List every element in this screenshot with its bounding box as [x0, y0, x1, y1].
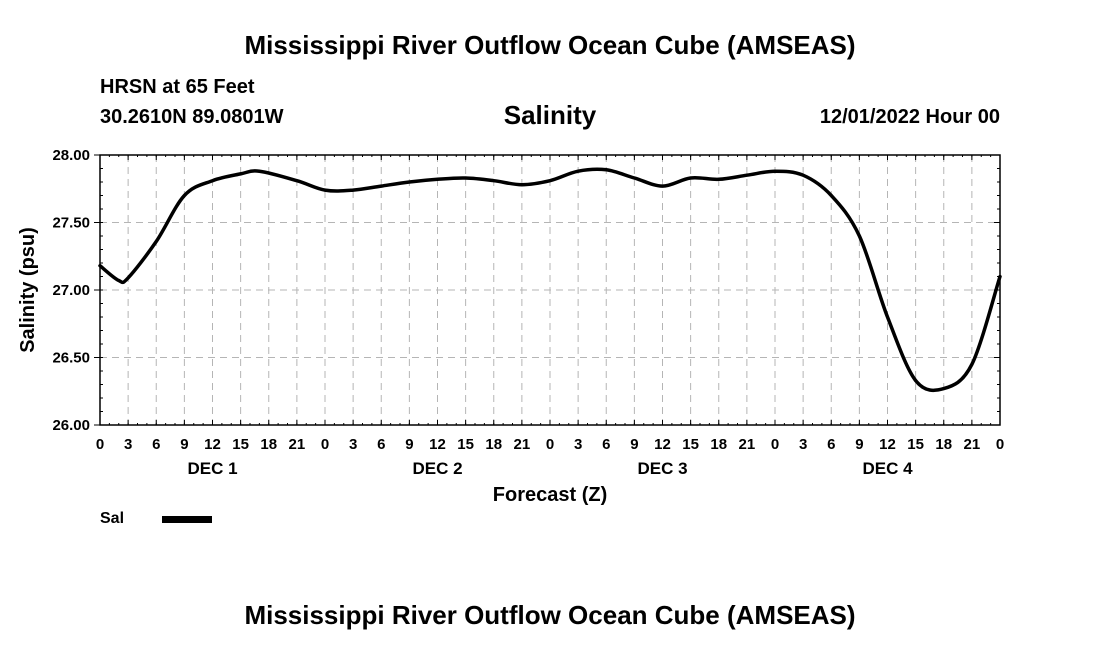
- y-axis-title: Salinity (psu): [17, 227, 39, 353]
- x-tick-label: 12: [879, 436, 896, 453]
- x-tick-label: 9: [855, 436, 863, 453]
- station-label: HRSN at 65 Feet: [100, 76, 255, 98]
- x-tick-label: 6: [152, 436, 160, 453]
- x-tick-label: 15: [907, 436, 924, 453]
- x-tick-label: 3: [799, 436, 807, 453]
- x-tick-label: 6: [377, 436, 385, 453]
- x-tick-label: 9: [405, 436, 413, 453]
- x-tick-label: 0: [996, 436, 1004, 453]
- x-tick-label: 3: [574, 436, 582, 453]
- x-tick-label: 21: [289, 436, 306, 453]
- page-title: Mississippi River Outflow Ocean Cube (AM…: [244, 30, 856, 60]
- x-tick-label: 9: [630, 436, 638, 453]
- x-tick-label: 21: [739, 436, 756, 453]
- salinity-series-line: [98, 167, 1002, 393]
- legend-line-swatch: [162, 516, 212, 523]
- x-tick-label: 12: [204, 436, 221, 453]
- x-tick-label: 15: [232, 436, 249, 453]
- datetime-label: 12/01/2022 Hour 00: [819, 106, 1000, 128]
- day-label: DEC 3: [637, 459, 687, 478]
- day-label: DEC 4: [862, 459, 913, 478]
- x-tick-label: 0: [771, 436, 779, 453]
- x-tick-label: 3: [349, 436, 357, 453]
- x-tick-label: 18: [485, 436, 502, 453]
- legend-label: Sal: [100, 510, 125, 527]
- x-tick-label: 3: [124, 436, 132, 453]
- coordinates-label: 30.2610N 89.0801W: [100, 106, 284, 128]
- y-tick-label: 26.00: [52, 417, 90, 434]
- x-tick-label: 0: [96, 436, 104, 453]
- y-tick-label: 28.00: [52, 147, 90, 164]
- x-tick-label: 21: [514, 436, 531, 453]
- chart-title: Salinity: [503, 100, 597, 130]
- day-label: DEC 1: [187, 459, 237, 478]
- x-tick-label: 0: [321, 436, 329, 453]
- x-tick-label: 15: [457, 436, 474, 453]
- x-tick-label: 15: [682, 436, 699, 453]
- x-tick-label: 18: [710, 436, 727, 453]
- day-label: DEC 2: [412, 459, 462, 478]
- x-tick-label: 6: [827, 436, 835, 453]
- x-tick-label: 18: [935, 436, 952, 453]
- x-tick-label: 0: [546, 436, 554, 453]
- y-tick-label: 26.50: [52, 350, 90, 367]
- x-tick-label: 9: [180, 436, 188, 453]
- x-tick-label: 18: [260, 436, 277, 453]
- x-tick-label: 12: [654, 436, 671, 453]
- axis-labels: 0 3 6 9 12 15 18 21 0 3 6 9 12 15 18 21 0 3 6 9 12 15 18 21 0 3 6 9…: [52, 147, 1004, 478]
- x-axis-title: Forecast (Z): [493, 484, 607, 506]
- x-tick-label: 12: [429, 436, 446, 453]
- grid: [100, 155, 1000, 425]
- y-tick-label: 27.00: [52, 282, 90, 299]
- footer-title: Mississippi River Outflow Ocean Cube (AM…: [244, 600, 856, 630]
- y-tick-label: 27.50: [52, 215, 90, 232]
- x-tick-label: 6: [602, 436, 610, 453]
- plot-frame: [99, 154, 1001, 426]
- x-tick-label: 21: [964, 436, 981, 453]
